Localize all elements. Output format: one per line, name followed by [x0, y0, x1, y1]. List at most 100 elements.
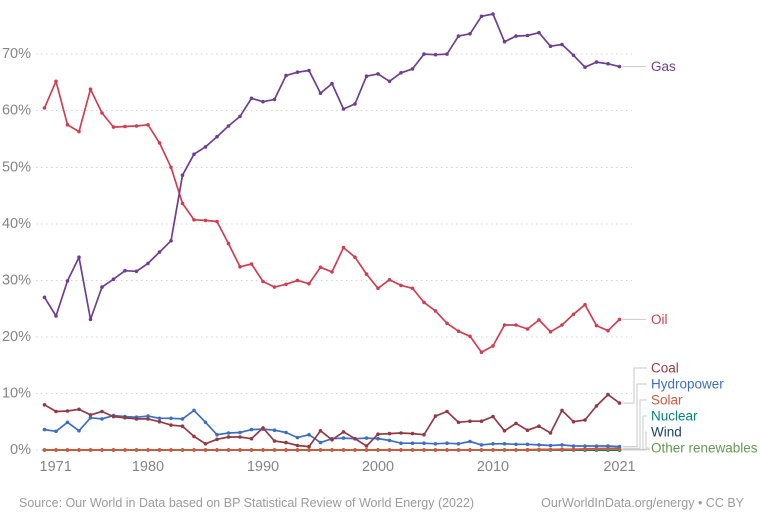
data-point-marker — [111, 414, 116, 419]
series-label-oil[interactable]: Oil — [651, 312, 668, 327]
data-point-marker — [157, 141, 162, 145]
data-point-marker — [318, 429, 323, 433]
data-point-marker — [238, 435, 242, 439]
data-point-marker — [525, 428, 530, 433]
data-point-marker — [54, 429, 58, 434]
data-point-marker — [318, 265, 323, 270]
label-connector — [622, 415, 647, 451]
data-point-marker — [238, 114, 242, 119]
series-line-solar — [42, 446, 622, 452]
data-point-marker — [525, 33, 530, 38]
data-point-marker — [594, 444, 599, 448]
data-point-marker — [502, 429, 507, 433]
data-point-marker — [249, 427, 254, 432]
data-point-marker — [54, 448, 58, 452]
data-point-marker — [502, 442, 507, 446]
data-point-marker — [468, 419, 472, 424]
y-tick-label: 10% — [2, 385, 31, 401]
data-point-marker — [364, 74, 369, 78]
data-point-marker — [364, 444, 369, 448]
data-point-marker — [77, 429, 81, 433]
series-label-solar[interactable]: Solar — [651, 393, 683, 408]
data-point-marker — [146, 123, 150, 127]
series-label-wind[interactable]: Wind — [651, 425, 682, 440]
series-label-coal[interactable]: Coal — [651, 361, 679, 376]
series-line-coal — [42, 392, 622, 449]
data-point-marker — [571, 444, 576, 448]
series-label-gas[interactable]: Gas — [651, 59, 676, 74]
data-point-marker — [272, 439, 277, 443]
data-point-marker — [261, 279, 265, 284]
data-point-marker — [410, 441, 415, 446]
owid-credit[interactable]: OurWorldInData.org/energy • CC BY — [541, 496, 744, 510]
data-point-marker — [456, 420, 461, 425]
data-point-marker — [537, 30, 541, 35]
data-point-marker — [203, 442, 208, 446]
data-point-marker — [272, 428, 277, 433]
data-point-marker — [123, 268, 127, 273]
data-point-marker — [399, 431, 403, 435]
data-point-marker — [583, 444, 587, 448]
data-point-marker — [100, 448, 104, 452]
data-point-marker — [261, 448, 265, 452]
y-tick-label: 20% — [2, 329, 31, 345]
data-point-marker — [491, 442, 495, 446]
data-point-marker — [65, 123, 70, 127]
data-point-marker — [433, 448, 438, 452]
data-point-marker — [387, 431, 392, 436]
data-point-marker — [560, 408, 564, 413]
data-point-marker — [606, 392, 610, 397]
y-tick-label: 70% — [2, 46, 31, 62]
data-point-marker — [410, 448, 415, 452]
data-point-marker — [284, 430, 288, 435]
data-point-marker — [330, 438, 334, 442]
data-point-marker — [146, 448, 150, 452]
y-axis: 0% 10% 20% 30% 40% 50% 60% 70% — [2, 46, 31, 458]
data-point-marker — [491, 414, 495, 419]
data-point-marker — [111, 125, 116, 129]
data-point-marker — [387, 438, 392, 443]
label-connector — [622, 431, 647, 451]
data-point-marker — [617, 444, 622, 449]
data-point-marker — [376, 286, 380, 291]
data-point-marker — [479, 419, 484, 424]
data-point-marker — [456, 448, 461, 452]
data-point-marker — [307, 444, 311, 449]
data-point-marker — [318, 440, 323, 445]
data-point-marker — [433, 52, 438, 57]
data-point-marker — [295, 278, 300, 283]
data-point-marker — [100, 285, 104, 289]
data-point-marker — [284, 73, 288, 78]
data-point-marker — [399, 71, 403, 75]
data-point-marker — [502, 323, 507, 327]
data-point-marker — [146, 414, 150, 418]
label-connector — [622, 399, 647, 449]
data-point-marker — [525, 327, 530, 331]
y-tick-label: 40% — [2, 216, 31, 232]
data-point-marker — [215, 219, 219, 224]
data-point-marker — [284, 448, 288, 452]
data-point-marker — [169, 448, 173, 452]
line-path — [43, 80, 621, 354]
data-point-marker — [479, 448, 484, 452]
data-point-marker — [468, 448, 472, 452]
series-line-oil — [42, 79, 622, 355]
y-tick-label: 0% — [10, 442, 31, 458]
data-point-marker — [410, 431, 415, 436]
data-point-marker — [502, 39, 507, 44]
data-point-marker — [295, 435, 300, 440]
data-point-marker — [203, 145, 208, 149]
label-connector — [622, 383, 647, 448]
data-point-marker — [318, 448, 323, 452]
data-point-marker — [422, 52, 426, 56]
data-point-marker — [134, 124, 139, 128]
data-point-marker — [364, 272, 369, 276]
data-point-marker — [226, 448, 231, 452]
series-label-hydropower[interactable]: Hydropower — [651, 377, 724, 392]
data-point-marker — [54, 409, 58, 414]
data-point-marker — [88, 87, 93, 91]
series-label-other-renewables[interactable]: Other renewables — [651, 441, 758, 456]
data-point-marker — [594, 60, 599, 64]
data-point-marker — [307, 281, 311, 286]
series-label-nuclear[interactable]: Nuclear — [651, 409, 698, 424]
